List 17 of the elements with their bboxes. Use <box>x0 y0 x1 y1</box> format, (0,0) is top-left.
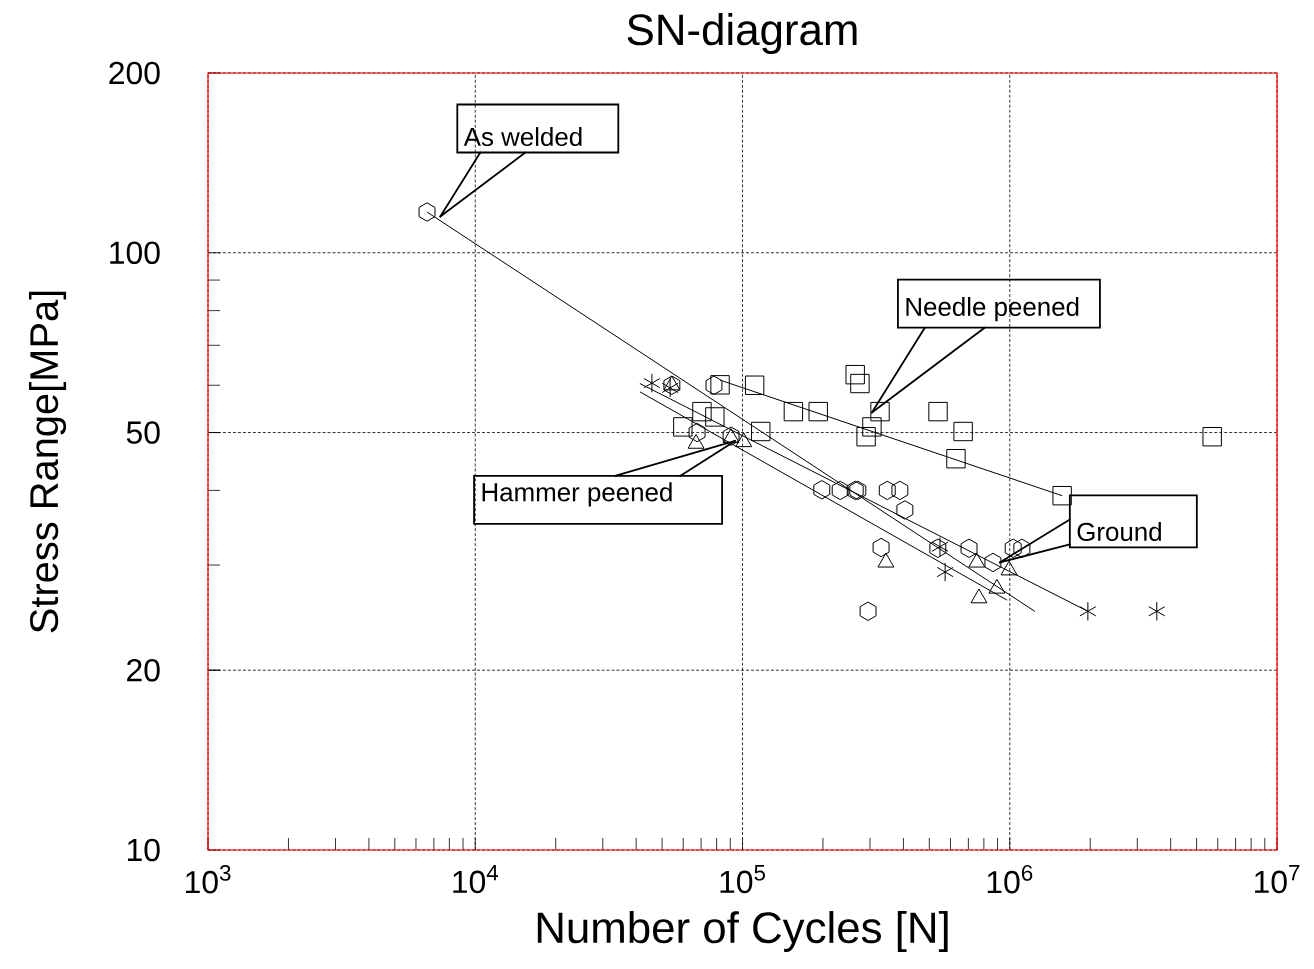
annotation: Needle peened <box>906 297 1079 322</box>
x-tick-label: 10$^{4}$ <box>453 865 499 894</box>
x-tick-label: 10$^{5}$ <box>720 865 766 894</box>
x-tick-label: 10$^{3}$ <box>186 865 231 894</box>
x-tick-label: 10$^{6}$ <box>987 865 1033 894</box>
y-axis-title: Stress Range[MPa] <box>28 291 67 633</box>
x-axis-title: Number of Cycles [N] <box>537 911 948 952</box>
y-tick-label: 200 <box>109 61 160 85</box>
annotation: Ground <box>1077 522 1161 542</box>
annotation: Hammer peened <box>482 482 672 507</box>
annotation: As welded <box>463 127 582 147</box>
y-tick-label: 100 <box>110 241 160 265</box>
chart-title: SN-diagram <box>627 13 857 54</box>
y-tick-label: 10 <box>127 838 160 862</box>
y-tick-label: 50 <box>126 421 160 444</box>
y-tick-label: 20 <box>127 658 160 682</box>
x-tick-label: 10$^{7}$ <box>1255 865 1300 894</box>
